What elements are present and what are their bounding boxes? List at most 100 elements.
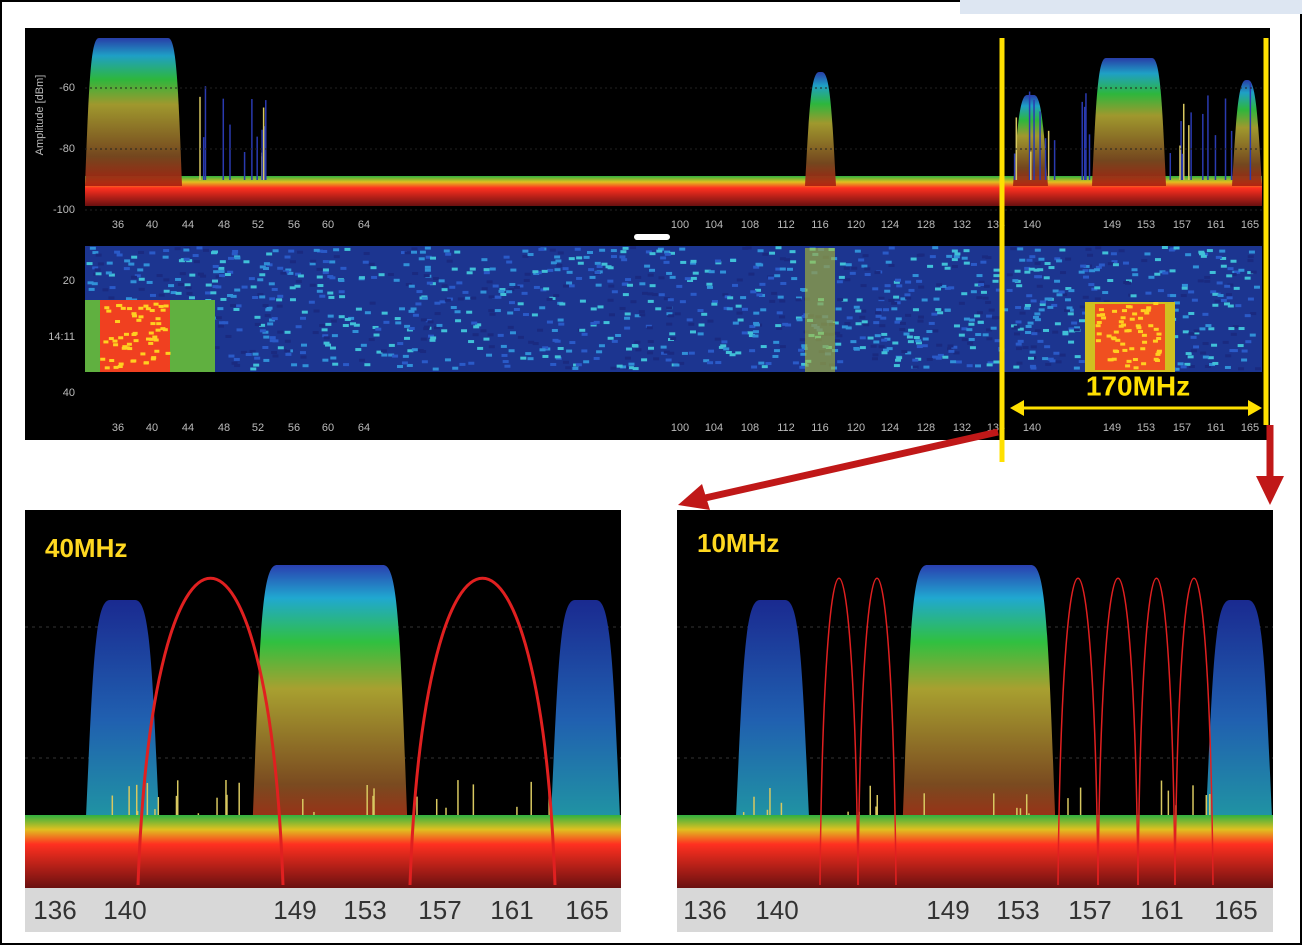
noise-cell [1125, 281, 1132, 285]
noise-cell [329, 276, 336, 280]
hot-cell [100, 357, 106, 361]
noise-cell [294, 284, 301, 288]
noise-cell [955, 360, 962, 364]
noise-cell [434, 301, 441, 305]
noise-cell [466, 271, 473, 275]
x-tick-label: 140 [1023, 219, 1041, 231]
noise-cell [845, 263, 852, 267]
noise-cell [610, 249, 617, 253]
noise-cell [881, 338, 888, 342]
noise-cell [248, 277, 255, 281]
noise-cell [780, 281, 787, 285]
noise-cell [338, 315, 345, 319]
noise-cell [948, 349, 955, 353]
noise-cell [1154, 258, 1161, 262]
noise-cell [982, 296, 989, 300]
noise-cell [741, 331, 748, 335]
noise-cell [289, 260, 296, 264]
noise-cell [849, 271, 856, 275]
noise-cell [607, 279, 614, 283]
noise-cell [790, 260, 797, 264]
noise-cell [762, 252, 769, 256]
noise-cell [676, 284, 683, 288]
noise-cell [1224, 365, 1231, 369]
noise-cell [644, 264, 651, 268]
noise-cell [630, 300, 637, 304]
noise-cell [501, 353, 508, 357]
noise-cell [657, 247, 664, 251]
noise-cell [174, 247, 181, 251]
noise-cell [220, 297, 227, 301]
noise-cell [259, 265, 266, 269]
noise-cell [884, 289, 891, 293]
hot-cell [1132, 312, 1138, 316]
noise-cell [1172, 335, 1179, 339]
noise-cell [243, 260, 250, 264]
noise-cell [1130, 294, 1137, 298]
channel-mask [136, 577, 285, 886]
hot-cell [149, 309, 155, 313]
noise-cell [1157, 289, 1164, 293]
scroll-handle[interactable] [634, 234, 670, 240]
noise-cell [1230, 273, 1237, 277]
noise-cell [970, 262, 977, 266]
noise-cell [985, 256, 992, 260]
noise-cell [1225, 354, 1232, 358]
noise-cell [858, 258, 865, 262]
noise-cell [301, 310, 308, 314]
noise-cell [843, 266, 850, 270]
noise-cell [634, 314, 641, 318]
noise-cell [411, 247, 418, 251]
noise-cell [723, 347, 730, 351]
noise-cell [163, 278, 170, 282]
noise-cell [1230, 332, 1237, 336]
hot-cell [145, 337, 151, 341]
noise-cell [441, 288, 448, 292]
signal [1013, 95, 1048, 186]
noise-cell [1188, 332, 1195, 336]
noise-cell [615, 333, 622, 337]
noise-cell [991, 316, 998, 320]
noise-cell [212, 264, 219, 268]
noise-cell [259, 295, 266, 299]
noise-cell [138, 287, 145, 291]
noise-cell [1200, 254, 1207, 258]
noise-cell [175, 291, 182, 295]
noise-cell [439, 300, 446, 304]
hot-cell [133, 339, 139, 343]
noise-cell [1209, 363, 1216, 367]
noise-cell [1078, 319, 1085, 323]
noise-cell [1064, 298, 1071, 302]
hot-cell [118, 336, 124, 340]
noise-cell [873, 321, 880, 325]
noise-cell [257, 293, 264, 297]
noise-cell [926, 330, 933, 334]
noise-cell [855, 322, 862, 326]
noise-cell [497, 333, 504, 337]
noise-cell [373, 333, 380, 337]
noise-cell [488, 295, 495, 299]
noise-cell [404, 251, 411, 255]
noise-cell [179, 272, 186, 276]
noise-cell [1181, 283, 1188, 287]
noise-cell [125, 297, 132, 301]
noise-cell [456, 281, 463, 285]
noise-cell [109, 286, 116, 290]
noise-cell [397, 365, 404, 369]
noise-cell [749, 349, 756, 353]
noise-cell [316, 267, 323, 271]
noise-cell [1216, 281, 1223, 285]
noise-cell [1107, 262, 1114, 266]
noise-cell [268, 282, 275, 286]
noise-cell [217, 324, 224, 328]
noise-cell [325, 343, 332, 347]
noise-cell [687, 278, 694, 282]
noise-cell [461, 329, 468, 333]
noise-cell [451, 267, 458, 271]
noise-cell [658, 293, 665, 297]
noise-cell [844, 278, 851, 282]
noise-cell [954, 252, 961, 256]
noise-cell [483, 268, 490, 272]
noise-cell [837, 298, 844, 302]
